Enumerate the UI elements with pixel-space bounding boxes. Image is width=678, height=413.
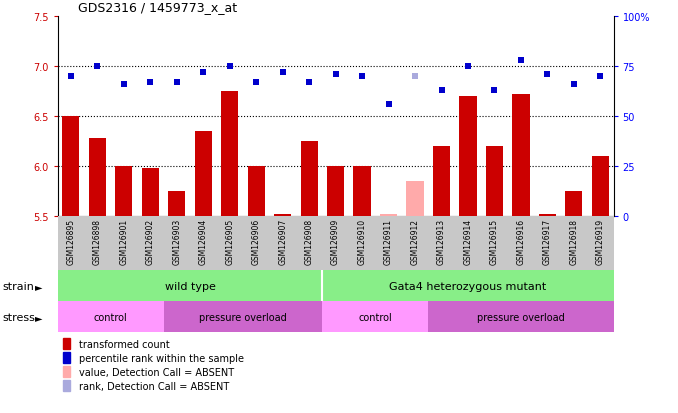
Point: [595, 74, 605, 80]
Bar: [353, 167, 371, 217]
Point: [224, 63, 235, 70]
Point: [277, 69, 288, 76]
Text: GSM126910: GSM126910: [357, 218, 367, 264]
Text: rank, Detection Call = ABSENT: rank, Detection Call = ABSENT: [79, 381, 229, 391]
Text: wild type: wild type: [165, 281, 216, 291]
Text: GSM126902: GSM126902: [146, 218, 155, 264]
Point: [568, 81, 579, 88]
Bar: [513, 95, 530, 217]
Text: GSM126913: GSM126913: [437, 218, 446, 264]
Point: [304, 79, 315, 86]
Text: control: control: [94, 312, 127, 322]
Text: GSM126904: GSM126904: [199, 218, 207, 265]
Text: GSM126906: GSM126906: [252, 218, 260, 265]
Bar: [63, 366, 70, 377]
Bar: [460, 97, 477, 217]
Text: value, Detection Call = ABSENT: value, Detection Call = ABSENT: [79, 367, 234, 377]
Bar: [274, 215, 292, 217]
Text: pressure overload: pressure overload: [199, 312, 287, 322]
Text: Gata4 heterozygous mutant: Gata4 heterozygous mutant: [389, 281, 546, 291]
Text: GSM126918: GSM126918: [570, 218, 578, 264]
Text: ►: ►: [35, 312, 43, 322]
Text: GSM126901: GSM126901: [119, 218, 128, 264]
Point: [330, 71, 341, 78]
Text: GSM126916: GSM126916: [517, 218, 525, 264]
Text: GDS2316 / 1459773_x_at: GDS2316 / 1459773_x_at: [78, 2, 237, 14]
Point: [145, 79, 156, 86]
Text: GSM126912: GSM126912: [411, 218, 420, 264]
Text: GSM126915: GSM126915: [490, 218, 499, 264]
Text: GSM126898: GSM126898: [93, 218, 102, 264]
Text: GSM126905: GSM126905: [225, 218, 234, 265]
Bar: [433, 147, 450, 217]
Bar: [565, 192, 582, 217]
Point: [251, 79, 262, 86]
Point: [489, 87, 500, 94]
Text: GSM126917: GSM126917: [543, 218, 552, 264]
Point: [515, 57, 526, 64]
Bar: [62, 116, 79, 217]
Bar: [327, 167, 344, 217]
Text: GSM126907: GSM126907: [278, 218, 287, 265]
Text: GSM126911: GSM126911: [384, 218, 393, 264]
Bar: [428, 301, 614, 332]
Text: GSM126909: GSM126909: [331, 218, 340, 265]
Point: [436, 87, 447, 94]
Bar: [247, 167, 265, 217]
Point: [119, 81, 129, 88]
Point: [542, 71, 553, 78]
Text: GSM126908: GSM126908: [304, 218, 314, 264]
Bar: [322, 271, 614, 301]
Text: GSM126895: GSM126895: [66, 218, 75, 264]
Point: [172, 79, 182, 86]
Text: stress: stress: [2, 312, 35, 322]
Point: [92, 63, 103, 70]
Bar: [115, 167, 132, 217]
Bar: [380, 215, 397, 217]
Text: transformed count: transformed count: [79, 339, 170, 349]
Bar: [58, 271, 322, 301]
Bar: [592, 157, 609, 217]
Text: ►: ►: [35, 281, 43, 291]
Bar: [168, 192, 185, 217]
Text: GSM126914: GSM126914: [464, 218, 473, 264]
Bar: [486, 147, 503, 217]
Bar: [58, 301, 163, 332]
Text: strain: strain: [2, 281, 34, 291]
Text: percentile rank within the sample: percentile rank within the sample: [79, 353, 244, 363]
Point: [66, 74, 77, 80]
Bar: [300, 142, 318, 217]
Bar: [163, 301, 322, 332]
Bar: [406, 182, 424, 217]
Bar: [142, 169, 159, 217]
Bar: [63, 338, 70, 349]
Text: GSM126919: GSM126919: [596, 218, 605, 264]
Bar: [221, 92, 239, 217]
Bar: [195, 132, 212, 217]
Text: control: control: [359, 312, 392, 322]
Bar: [539, 215, 556, 217]
Text: GSM126903: GSM126903: [172, 218, 181, 265]
Text: pressure overload: pressure overload: [477, 312, 565, 322]
Point: [410, 74, 420, 80]
Point: [357, 74, 367, 80]
Bar: [322, 301, 428, 332]
Point: [383, 101, 394, 108]
Bar: [89, 139, 106, 217]
Bar: [63, 380, 70, 391]
Bar: [63, 352, 70, 363]
Point: [198, 69, 209, 76]
Point: [462, 63, 473, 70]
